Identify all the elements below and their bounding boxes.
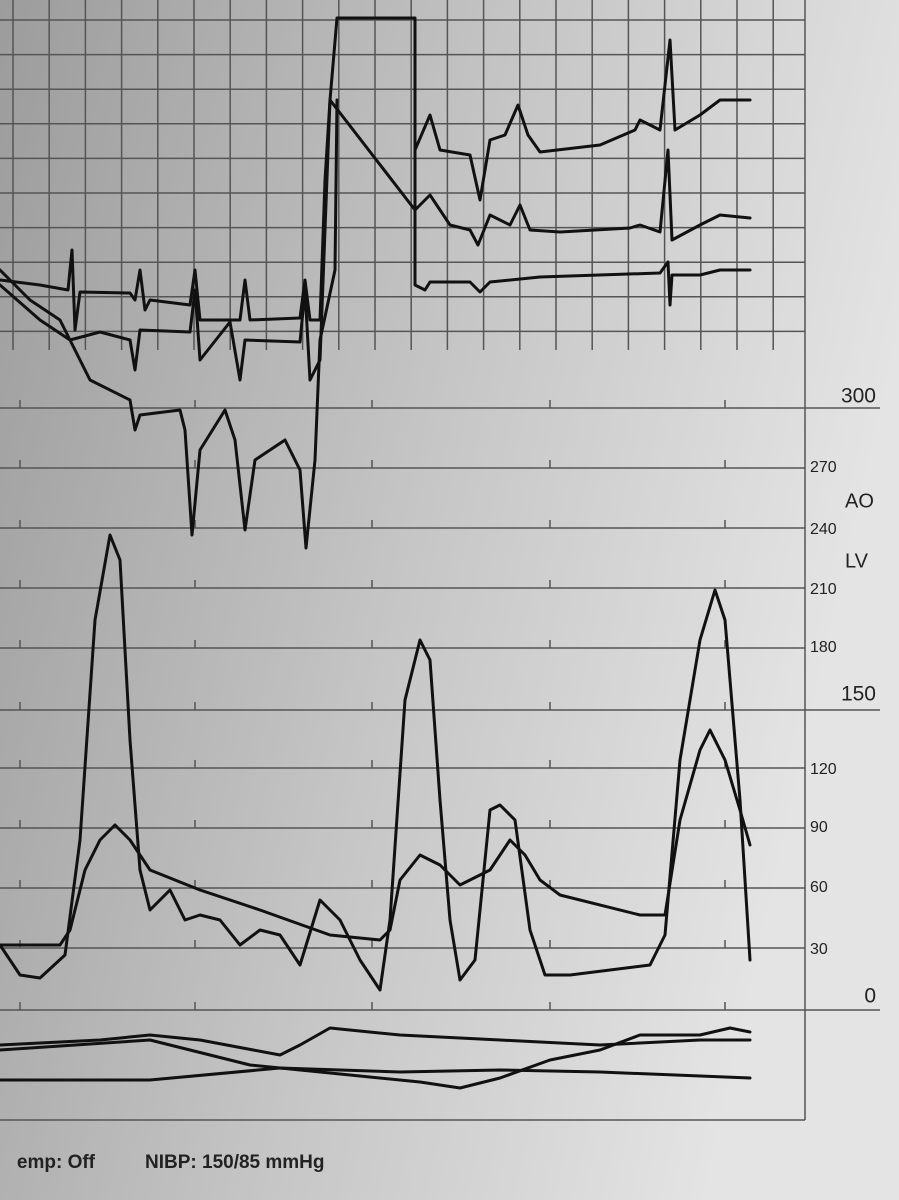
pressure-grid [0,350,880,1121]
scale-label: 210 [810,581,837,598]
scale-label: 240 [810,521,837,538]
ecg-trace [413,38,752,202]
scale-label: 60 [810,879,828,896]
ao-pressure-trace [0,728,752,947]
scale-label: 300 [841,385,876,408]
channel-label: LV [845,550,869,572]
scale-label: 90 [810,819,828,836]
resp-trace [0,1026,752,1090]
scale-label: 0 [864,985,876,1008]
scale-label: 30 [810,941,828,958]
channel-label: AO [845,490,874,512]
ecg-trace [0,98,752,382]
ecg-trace [0,98,339,550]
scale-label: 270 [810,459,837,476]
ecg-trace [0,16,752,332]
lv-pressure-trace [0,533,752,992]
scale-label: 150 [841,683,876,706]
resp-trace [0,1066,752,1082]
footer-nibp: NIBP: 150/85 mmHg [145,1152,325,1173]
footer-temp: emp: Off [17,1152,96,1173]
scale-label: 180 [810,639,837,656]
scale-label: 120 [810,761,837,778]
